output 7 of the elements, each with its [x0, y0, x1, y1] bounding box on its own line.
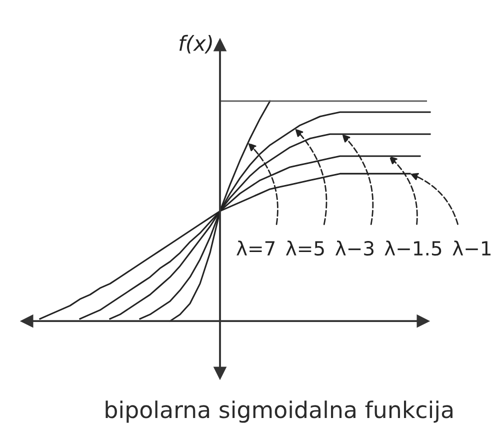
annotation: λ=5: [286, 240, 324, 256]
annotation: λ=7: [236, 240, 275, 256]
annotation: λ−3: [335, 240, 374, 256]
text: λ−1: [452, 240, 490, 256]
text: bipolarna sigmoidalna funkcija: [106, 400, 452, 423]
y-axis-title: f(x): [179, 34, 212, 54]
annotation: λ−1.5: [384, 240, 442, 256]
